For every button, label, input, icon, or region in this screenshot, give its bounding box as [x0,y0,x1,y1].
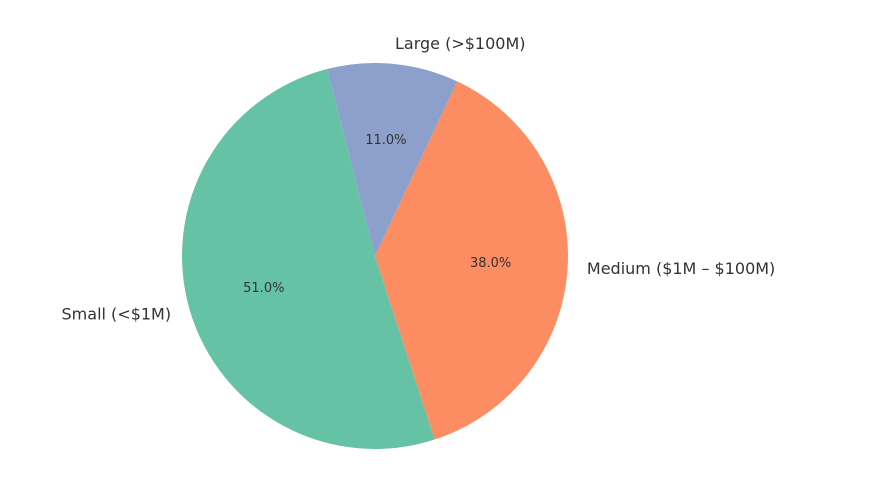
category-label-large: Large (>$100M) [395,34,526,53]
category-label-small: Small (<$1M) [62,305,172,324]
percent-label-small: 51.0% [243,281,284,296]
pie-slice-large [327,62,458,257]
pie-slices [182,62,568,449]
pie-slice-small [182,69,435,449]
category-label-medium: Medium ($1M – $100M) [587,259,775,278]
pie-slice-medium [375,81,568,440]
percent-label-large: 11.0% [365,133,406,148]
percent-label-medium: 38.0% [470,256,511,271]
pie-labels: Small (<$1M) Medium ($1M – $100M) Large … [62,34,776,324]
